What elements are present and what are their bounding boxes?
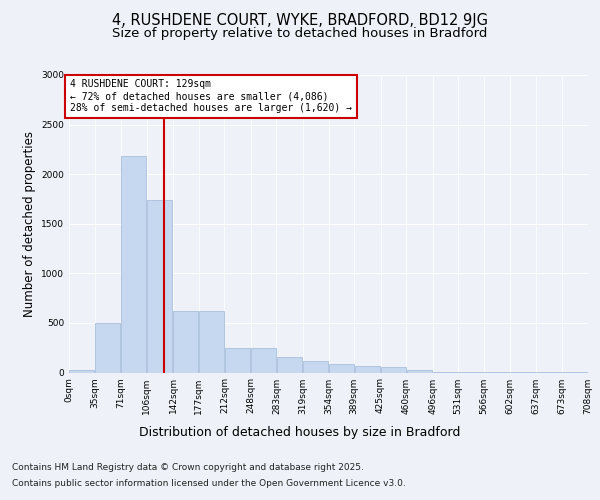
Bar (251, 348, 276, 372)
Text: Size of property relative to detached houses in Bradford: Size of property relative to detached ho… (112, 28, 488, 40)
Text: Contains HM Land Registry data © Crown copyright and database right 2025.: Contains HM Land Registry data © Crown c… (12, 464, 364, 472)
Bar (199, 311, 224, 372)
Bar (69, 370, 94, 372)
Text: Contains public sector information licensed under the Open Government Licence v3: Contains public sector information licen… (12, 478, 406, 488)
Bar (173, 311, 199, 372)
Bar (303, 360, 328, 372)
Bar (407, 370, 432, 372)
Text: Distribution of detached houses by size in Bradford: Distribution of detached houses by size … (139, 426, 461, 439)
Bar (148, 200, 172, 372)
Text: 4 RUSHDENE COURT: 129sqm
← 72% of detached houses are smaller (4,086)
28% of sem: 4 RUSHDENE COURT: 129sqm ← 72% of detach… (70, 80, 352, 112)
Bar (381, 367, 406, 372)
Bar (121, 156, 146, 372)
Bar (225, 348, 250, 372)
Bar (95, 323, 121, 372)
Y-axis label: Number of detached properties: Number of detached properties (23, 130, 35, 317)
Bar (277, 357, 302, 372)
Bar (329, 364, 354, 372)
Bar (355, 366, 380, 372)
Text: 4, RUSHDENE COURT, WYKE, BRADFORD, BD12 9JG: 4, RUSHDENE COURT, WYKE, BRADFORD, BD12 … (112, 12, 488, 28)
